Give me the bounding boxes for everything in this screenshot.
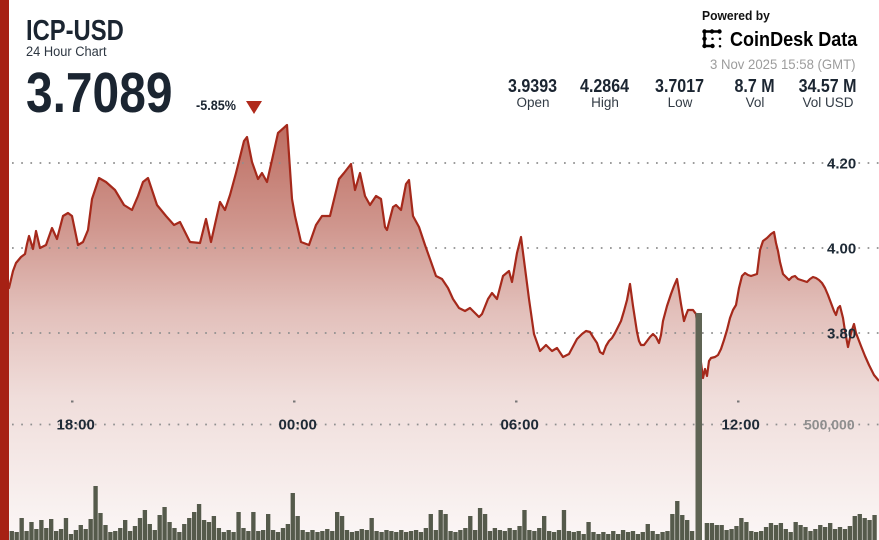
svg-text:12:00: 12:00 [722, 417, 760, 434]
svg-text:4.20: 4.20 [827, 156, 856, 173]
svg-text:18:00: 18:00 [57, 417, 95, 434]
svg-text:4.00: 4.00 [827, 241, 856, 258]
svg-text:06:00: 06:00 [501, 417, 539, 434]
svg-text:00:00: 00:00 [279, 417, 317, 434]
svg-text:3.80: 3.80 [827, 326, 856, 343]
svg-text:500,000: 500,000 [804, 417, 855, 433]
